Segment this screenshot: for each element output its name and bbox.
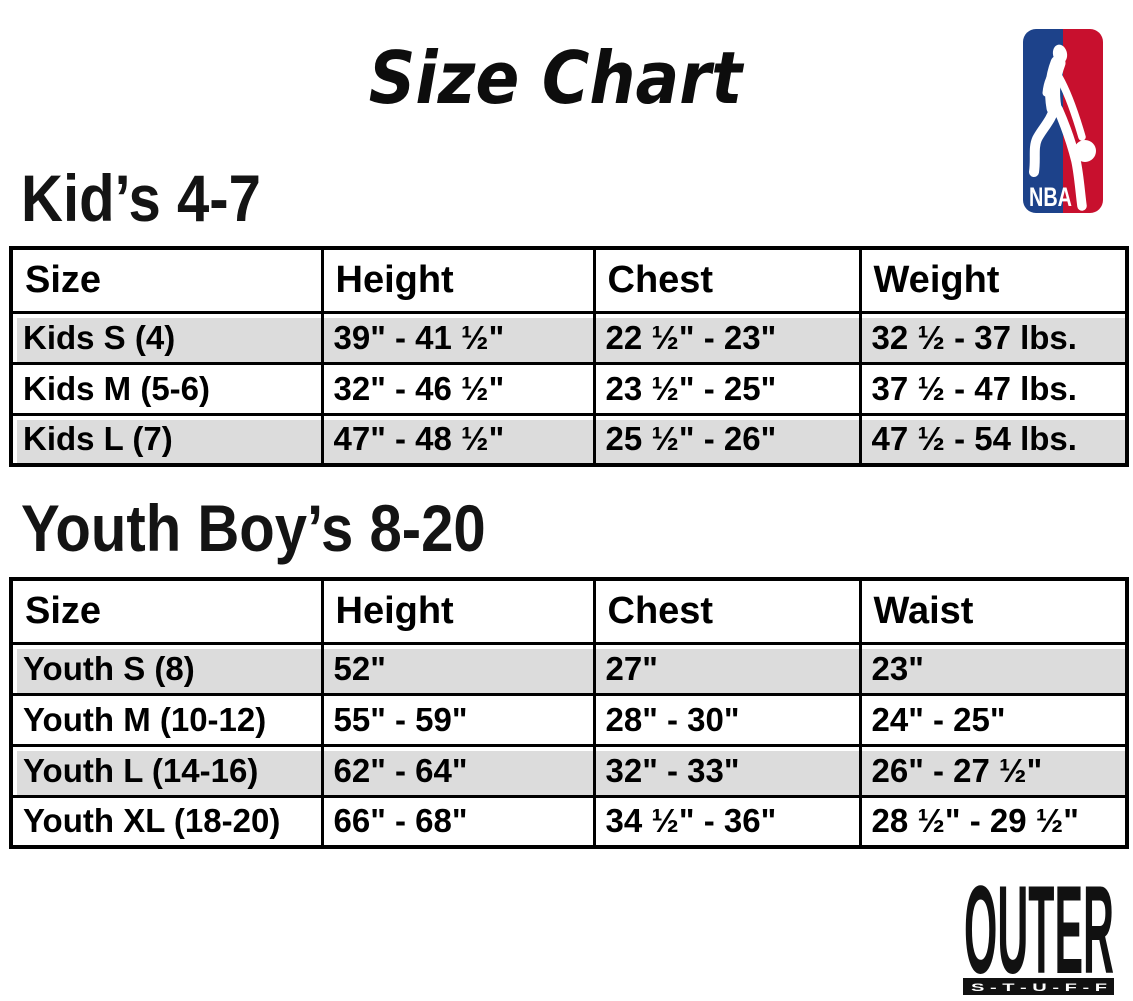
cell-size: Kids S (4) (9, 310, 324, 365)
cell-chest: 28" - 30" (592, 692, 862, 747)
outerstuff-word-stuff: S - T - U - F - F (971, 982, 1107, 994)
column-header-chest: Chest (592, 246, 862, 314)
column-header-size: Size (9, 246, 324, 314)
cell-height: 66" - 68" (320, 794, 596, 849)
table-row: Kids L (7) 47" - 48 ½" 25 ½" - 26" 47 ½ … (9, 412, 1129, 467)
cell-size: Youth M (10-12) (9, 692, 324, 747)
section-heading-youth-text: Youth Boy’s 8-20 (21, 491, 486, 565)
section-heading-kids: Kid’s 4-7 (21, 165, 294, 231)
nba-logo: NBA (1023, 29, 1103, 213)
cell-chest: 25 ½" - 26" (592, 412, 862, 467)
cell-height: 52" (320, 641, 596, 696)
cell-chest: 23 ½" - 25" (592, 361, 862, 416)
cell-weight: 47 ½ - 54 lbs. (858, 412, 1129, 467)
cell-size: Kids L (7) (9, 412, 324, 467)
kids-table-header-row: Size Height Chest Weight (9, 246, 1129, 314)
outerstuff-bar (963, 978, 1114, 995)
outerstuff-logo-graphic: OUTER S - T - U - F - F (963, 861, 1114, 1000)
cell-chest: 27" (592, 641, 862, 696)
cell-waist: 24" - 25" (858, 692, 1129, 747)
cell-height: 47" - 48 ½" (320, 412, 596, 467)
table-row: Youth S (8) 52" 27" 23" (9, 641, 1129, 696)
cell-height: 32" - 46 ½" (320, 361, 596, 416)
column-header-height: Height (320, 577, 596, 645)
table-row: Kids S (4) 39" - 41 ½" 22 ½" - 23" 32 ½ … (9, 310, 1129, 365)
column-header-waist: Waist (858, 577, 1129, 645)
youth-size-table: Size Height Chest Waist Youth S (8) 52" … (9, 577, 1129, 849)
column-header-size: Size (9, 577, 324, 645)
cell-chest: 34 ½" - 36" (592, 794, 862, 849)
column-header-weight: Weight (858, 246, 1129, 314)
table-row: Youth M (10-12) 55" - 59" 28" - 30" 24" … (9, 692, 1129, 747)
column-header-chest: Chest (592, 577, 862, 645)
youth-table-header-row: Size Height Chest Waist (9, 577, 1129, 645)
cell-size: Kids M (5-6) (9, 361, 324, 416)
cell-weight: 37 ½ - 47 lbs. (858, 361, 1129, 416)
section-heading-youth: Youth Boy’s 8-20 (21, 495, 549, 561)
cell-weight: 32 ½ - 37 lbs. (858, 310, 1129, 365)
cell-size: Youth L (14-16) (9, 743, 324, 798)
outerstuff-word-outer: OUTER (964, 882, 1114, 996)
cell-size: Youth S (8) (9, 641, 324, 696)
page-title: Size Chart (0, 42, 1110, 114)
cell-height: 55" - 59" (320, 692, 596, 747)
table-row: Youth L (14-16) 62" - 64" 32" - 33" 26" … (9, 743, 1129, 798)
table-row: Kids M (5-6) 32" - 46 ½" 23 ½" - 25" 37 … (9, 361, 1129, 416)
nba-logo-wordmark: NBA (1029, 182, 1072, 212)
cell-waist: 26" - 27 ½" (858, 743, 1129, 798)
cell-waist: 23" (858, 641, 1129, 696)
column-header-height: Height (320, 246, 596, 314)
section-heading-kids-text: Kid’s 4-7 (21, 161, 261, 235)
cell-waist: 28 ½" - 29 ½" (858, 794, 1129, 849)
cell-height: 39" - 41 ½" (320, 310, 596, 365)
page-title-text: Size Chart (368, 36, 742, 120)
outerstuff-logo: OUTER S - T - U - F - F (963, 861, 1115, 1000)
kids-size-table: Size Height Chest Weight Kids S (4) 39" … (9, 246, 1129, 467)
cell-height: 62" - 64" (320, 743, 596, 798)
table-row: Youth XL (18-20) 66" - 68" 34 ½" - 36" 2… (9, 794, 1129, 849)
basketball-player-silhouette-icon (1029, 44, 1096, 211)
cell-size: Youth XL (18-20) (9, 794, 324, 849)
cell-chest: 22 ½" - 23" (592, 310, 862, 365)
cell-chest: 32" - 33" (592, 743, 862, 798)
